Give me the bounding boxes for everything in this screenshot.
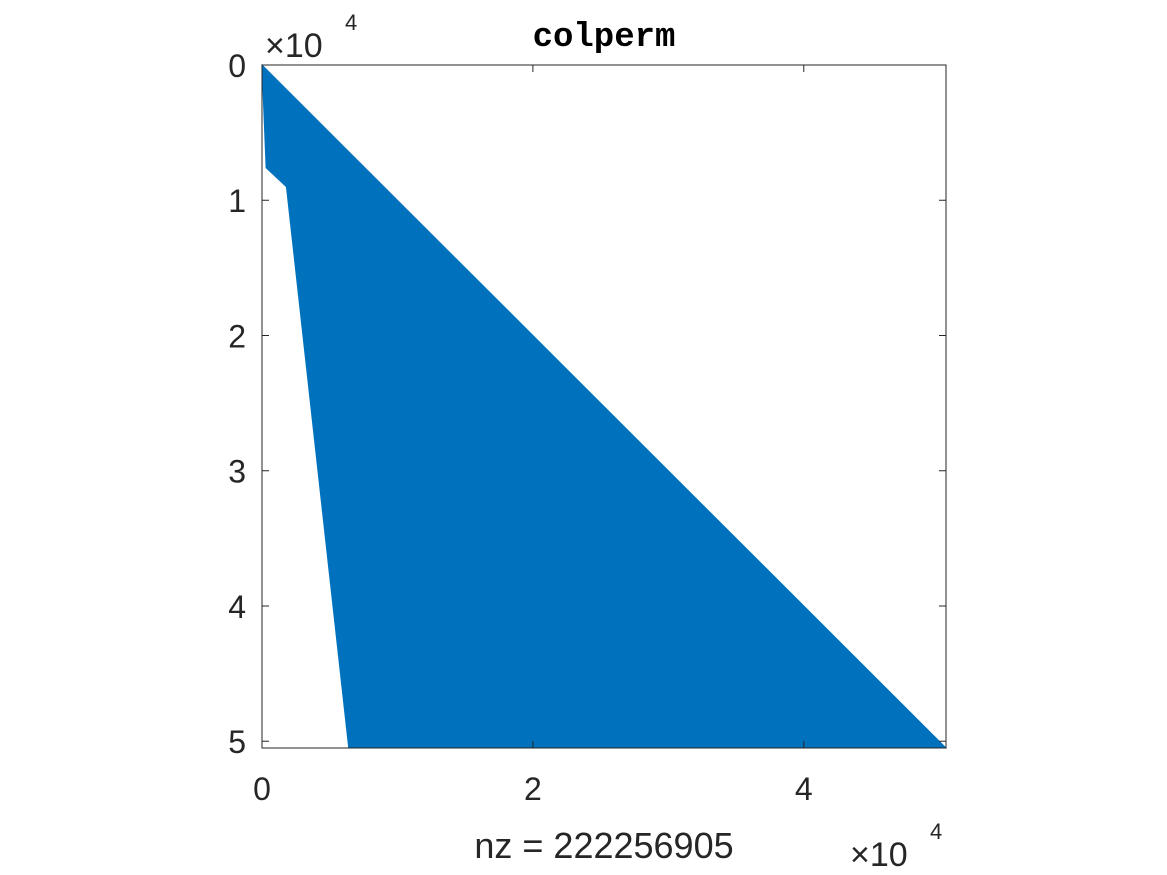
x-exponent-power: 4 [930, 819, 942, 844]
y-tick-label: 0 [228, 48, 246, 84]
x-tick-label: 4 [795, 771, 813, 807]
x-exponent-label: ×10 [850, 836, 908, 874]
y-tick-label: 5 [228, 724, 246, 760]
chart-title: colperm [533, 19, 676, 57]
x-tick-label: 0 [253, 771, 271, 807]
nonzero-region [261, 63, 948, 749]
y-tick-label: 2 [228, 318, 246, 354]
x-ticks: 0 2 4 [253, 65, 813, 807]
y-ticks: 0 1 2 3 4 5 [228, 48, 946, 760]
x-tick-label: 2 [524, 771, 542, 807]
axes-box [261, 64, 947, 749]
y-exponent-label: ×10 [265, 27, 323, 65]
y-tick-label: 1 [228, 183, 246, 219]
y-tick-label: 4 [228, 589, 246, 625]
y-exponent-power: 4 [345, 10, 357, 35]
x-axis-label: nz = 222256905 [474, 825, 733, 866]
y-tick-label: 3 [228, 454, 246, 490]
